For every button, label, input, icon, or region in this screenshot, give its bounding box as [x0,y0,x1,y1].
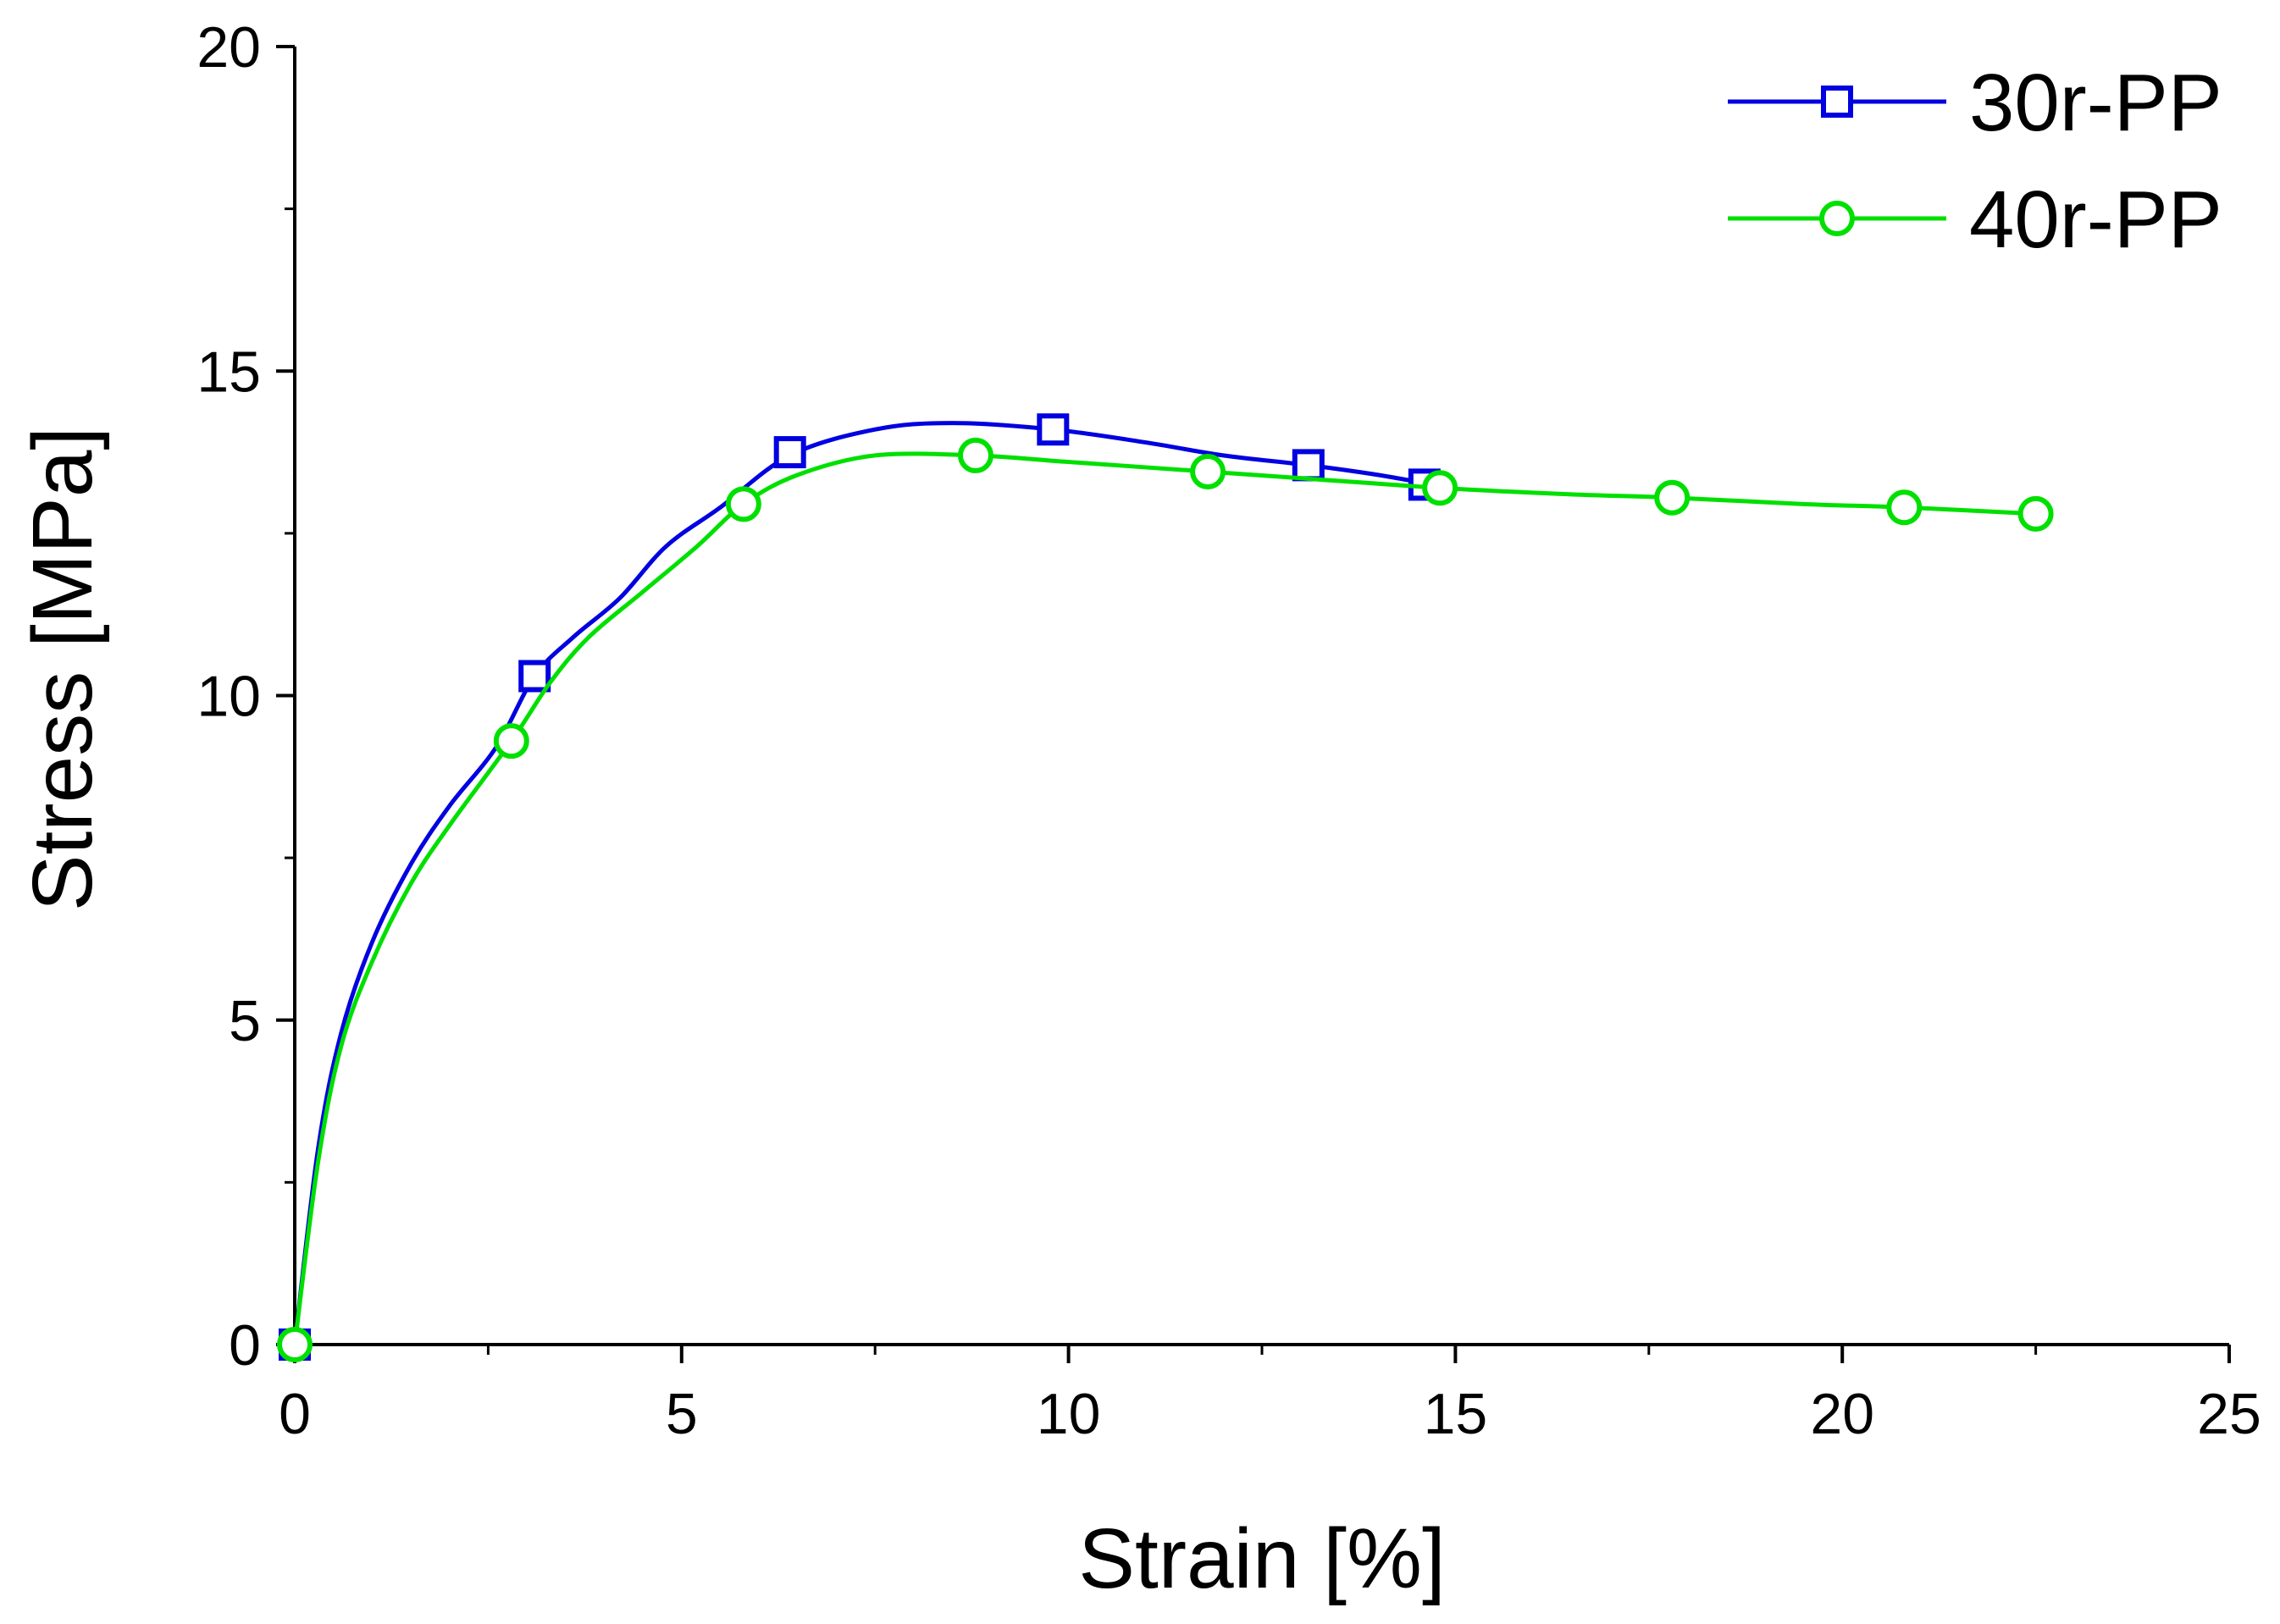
data-point [2017,495,2054,532]
data-point [1037,413,1070,446]
data-point [493,723,529,760]
y-tick-label: 0 [229,1313,261,1378]
data-point [1654,479,1691,516]
y-tick-label: 20 [196,15,261,80]
legend-item: 40r-PP [1728,174,2222,265]
data-point [1422,470,1458,506]
series-30r-PP [279,413,1441,1361]
y-tick-label: 10 [196,665,261,729]
y-axis-title: Stress [MPa] [15,427,110,911]
series-40r-PP [277,437,2054,1362]
series-line [292,451,2039,1347]
x-tick-label: 20 [1810,1382,1874,1446]
data-point [518,660,551,693]
data-point [277,1327,313,1362]
legend-marker [1819,201,1855,236]
x-tick-label: 0 [279,1382,311,1446]
series-layer [277,413,2054,1362]
plot-area [293,47,2229,1346]
legend-item: 30r-PP [1728,58,2222,148]
legend-label: 40r-PP [1969,174,2222,265]
data-point [957,437,993,473]
x-tick-label: 15 [1424,1382,1488,1446]
x-tick-label: 5 [666,1382,698,1446]
x-tick-label: 10 [1037,1382,1101,1446]
y-axis-ticks: 0 5 10 15 20 [196,15,295,1378]
legend-label: 30r-PP [1969,58,2222,148]
series-line [292,421,1435,1347]
x-axis-ticks: 0 5 10 15 20 25 [279,1345,2261,1446]
data-point [1190,454,1226,490]
legend-marker [1821,86,1853,118]
y-tick-label: 15 [196,340,261,404]
data-point [1292,449,1325,482]
data-point [725,486,761,522]
legend: 30r-PP 40r-PP [1728,58,2222,265]
x-tick-label: 25 [2197,1382,2261,1446]
x-axis-title: Strain [%] [1078,1511,1446,1606]
y-tick-label: 5 [229,989,261,1053]
data-point [773,436,806,469]
data-point [1886,489,1923,526]
